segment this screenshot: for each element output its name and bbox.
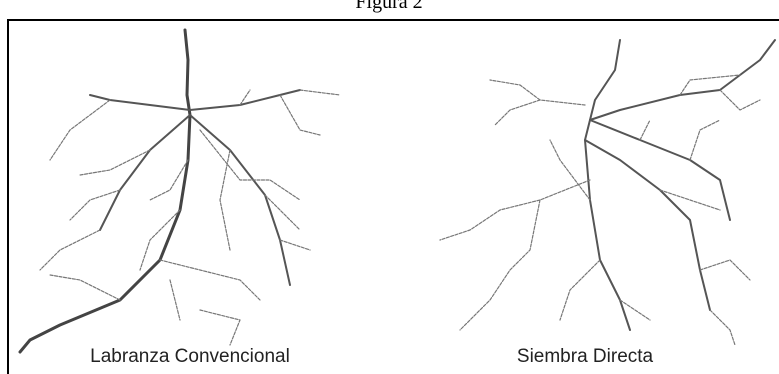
- root-conventional: [20, 30, 340, 352]
- figure: Figura 2 Labranza Convencional Siembra D…: [0, 0, 779, 374]
- page: Figura 2 Labranza Convencional Siembra D…: [0, 0, 779, 374]
- panel-label: Siembra Directa: [517, 346, 654, 367]
- panel-label: Labranza Convencional: [90, 346, 290, 367]
- frame: [8, 20, 779, 374]
- root-direct: [440, 40, 775, 345]
- figure-title: Figura 2: [355, 0, 422, 13]
